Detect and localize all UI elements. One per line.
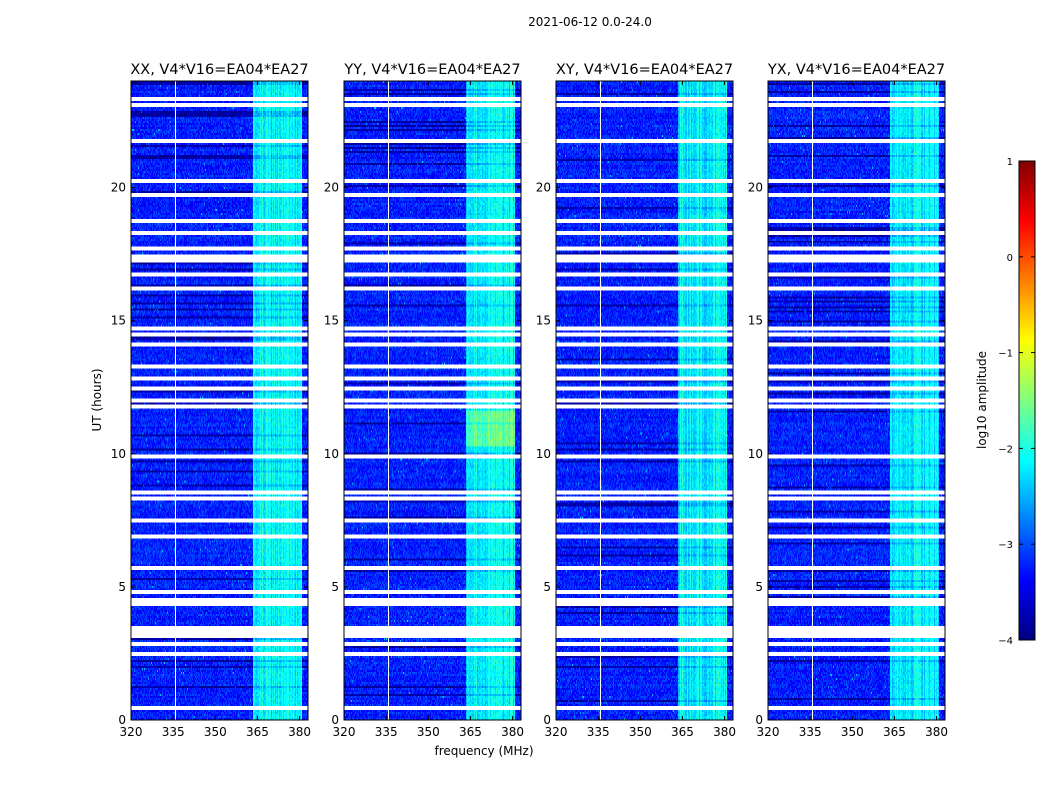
y-tick-label: 5	[543, 580, 551, 594]
x-tick-label: 320	[120, 725, 143, 739]
colorbar-gradient	[1018, 160, 1036, 641]
y-axis-label: UT (hours)	[90, 368, 104, 431]
panel-1: XX, V4*V16=EA04*EA27 320 335 350 365 380 0 5 10 1…	[111, 62, 311, 739]
x-tick-label: 335	[162, 725, 185, 739]
panel-title: YY, V4*V16=EA04*EA27	[343, 62, 520, 78]
colorbar: −4 −3 −2 −1 0 1 log10 amplitude	[975, 157, 1036, 647]
figure-title: 2021-06-12 0.0-24.0	[528, 15, 652, 29]
x-tick-label: 380	[925, 725, 948, 739]
colorbar-tick-label: −3	[998, 540, 1013, 551]
x-axis-label: frequency (MHz)	[434, 744, 533, 758]
x-tick-label: 335	[375, 725, 398, 739]
x-tick-label: 320	[333, 725, 356, 739]
y-tick-label: 15	[748, 314, 763, 328]
x-tick-label: 350	[417, 725, 440, 739]
heatmap-image	[768, 81, 945, 720]
x-tick-label: 320	[545, 725, 568, 739]
colorbar-tick-label: −4	[998, 636, 1013, 647]
colorbar-tick-label: 1	[1007, 157, 1013, 168]
heatmap-image	[556, 81, 733, 720]
x-tick-label: 380	[713, 725, 736, 739]
x-tick-label: 335	[799, 725, 822, 739]
panel-2: YY, V4*V16=EA04*EA27 320 335 350 365 380 0 5 10 1…	[324, 62, 524, 739]
y-tick-label: 5	[331, 580, 339, 594]
plot-frame	[130, 80, 309, 721]
colorbar-ticks: −4 −3 −2 −1 0 1	[998, 157, 1035, 647]
panel-title: XX, V4*V16=EA04*EA27	[130, 62, 308, 78]
y-tick-label: 10	[324, 447, 339, 461]
plot-frame	[767, 80, 946, 721]
x-tick-label: 350	[841, 725, 864, 739]
x-tick-label: 365	[246, 725, 269, 739]
y-tick-label: 20	[536, 181, 551, 195]
x-tick-label: 335	[587, 725, 610, 739]
y-tick-label: 20	[748, 181, 763, 195]
plot-frame	[555, 80, 734, 721]
plot-frame	[343, 80, 522, 721]
y-tick-label: 15	[111, 314, 126, 328]
y-tick-label: 15	[324, 314, 339, 328]
panel-title: XY, V4*V16=EA04*EA27	[556, 62, 733, 78]
x-tick-label: 365	[883, 725, 906, 739]
x-tick-label: 350	[629, 725, 652, 739]
panels: XX, V4*V16=EA04*EA27 320 335 350 365 380 0 5 10 1…	[111, 62, 948, 739]
colorbar-tick-label: 0	[1007, 253, 1013, 264]
x-tick-label: 350	[204, 725, 227, 739]
y-tick-label: 0	[543, 713, 551, 727]
y-tick-label: 15	[536, 314, 551, 328]
y-tick-label: 10	[536, 447, 551, 461]
y-tick-label: 10	[111, 447, 126, 461]
y-tick-label: 0	[331, 713, 339, 727]
x-tick-label: 380	[501, 725, 524, 739]
y-tick-label: 0	[755, 713, 763, 727]
y-tick-label: 5	[118, 580, 126, 594]
x-tick-label: 380	[288, 725, 311, 739]
x-tick-label: 320	[757, 725, 780, 739]
panel-3: XY, V4*V16=EA04*EA27 320 335 350 365 380 0 5 10 1…	[536, 62, 736, 739]
colorbar-tick-label: −2	[998, 444, 1013, 455]
y-tick-label: 0	[118, 713, 126, 727]
x-tick-label: 365	[459, 725, 482, 739]
x-tick-label: 365	[671, 725, 694, 739]
colorbar-tick-label: −1	[998, 349, 1013, 360]
y-tick-label: 20	[111, 181, 126, 195]
heatmap-image	[131, 81, 308, 720]
y-tick-label: 5	[755, 580, 763, 594]
heatmap-image	[344, 81, 521, 720]
colorbar-label: log10 amplitude	[975, 351, 989, 449]
panel-title: YX, V4*V16=EA04*EA27	[767, 62, 945, 78]
panel-4: YX, V4*V16=EA04*EA27 320 335 350 365 380 0 5 10 1…	[748, 62, 948, 739]
y-tick-label: 10	[748, 447, 763, 461]
y-tick-label: 20	[324, 181, 339, 195]
